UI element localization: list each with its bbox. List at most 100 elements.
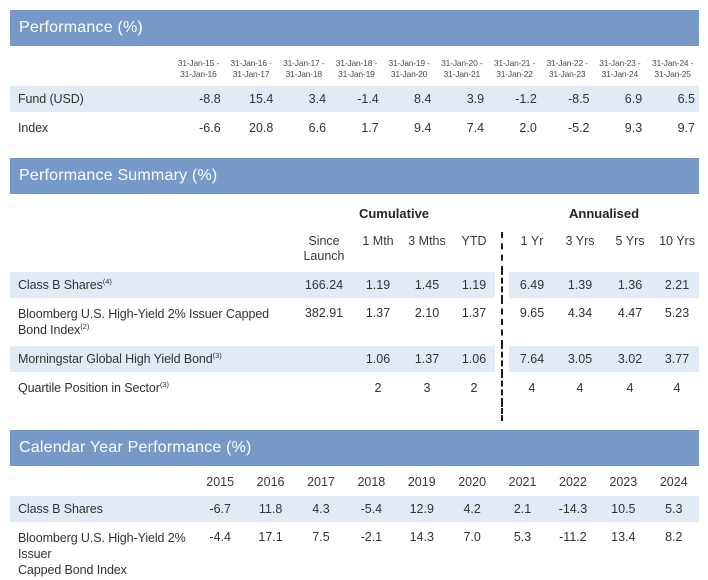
- performance-summary-table: Cumulative Annualised Since Launch 1 Mth …: [10, 194, 700, 421]
- value-cell: 5.23: [664, 306, 690, 320]
- section-title-calendar-year: Calendar Year Performance (%): [10, 430, 699, 466]
- table-row-quartile: Quartile Position in Sector(3) 2 3 2 4 4…: [10, 372, 699, 404]
- footnote-marker: (3): [212, 350, 222, 360]
- value-cell: -2.1: [360, 530, 383, 544]
- value-cell: 7.4: [466, 121, 485, 135]
- value-cell: 17.1: [258, 530, 283, 544]
- dashed-divider: [501, 401, 504, 421]
- column-header: YTD: [461, 234, 487, 248]
- value-cell: 4.3: [295, 496, 347, 522]
- row-label: Quartile Position in Sector(3): [18, 379, 169, 395]
- performance-table: 31-Jan-15 -31-Jan-16 31-Jan-16 -31-Jan-1…: [10, 46, 699, 144]
- value-cell: 1.37: [365, 306, 391, 320]
- value-cell: 3.02: [605, 346, 656, 372]
- value-cell: [293, 375, 355, 401]
- column-header: 31-Jan-24 -31-Jan-25: [651, 58, 694, 79]
- column-header: 1 Mth: [362, 234, 394, 248]
- row-label: Bloomberg U.S. High-Yield 2% Issuer Capp…: [18, 531, 186, 577]
- value-cell: 5.3: [648, 496, 699, 522]
- value-cell: 3: [423, 381, 431, 395]
- table-header-row: 2015 2016 2017 2018 2019 2020 2021 2022 …: [10, 469, 699, 493]
- value-cell: 9.65: [519, 306, 545, 320]
- value-cell: 1.37: [461, 306, 487, 320]
- column-header: 2019: [407, 475, 436, 489]
- value-cell: -14.3: [547, 496, 599, 522]
- value-cell: 7.64: [509, 346, 556, 372]
- value-cell: 6.6: [308, 121, 327, 135]
- divider-cell: [495, 269, 510, 301]
- column-header: 3 Yrs: [565, 234, 595, 248]
- row-label: Bloomberg U.S. High-Yield 2% Issuer Capp…: [18, 307, 270, 337]
- dashed-divider: [501, 269, 504, 301]
- divider-cell: [495, 343, 510, 375]
- empty-corner-cell: [10, 469, 195, 493]
- column-header: 31-Jan-23 -31-Jan-24: [599, 58, 641, 79]
- value-cell: 3.77: [655, 346, 700, 372]
- value-cell: 1.06: [355, 346, 401, 372]
- value-cell: -8.5: [540, 86, 594, 112]
- column-header: 2015: [206, 475, 235, 489]
- divider-cell: [495, 372, 509, 404]
- value-cell: 3.05: [555, 346, 606, 372]
- column-header-since-launch: Since Launch: [303, 234, 345, 263]
- value-cell: 4: [673, 381, 681, 395]
- value-cell: 5.3: [513, 530, 532, 544]
- row-label: Class B Shares: [10, 496, 195, 522]
- column-header: 31-Jan-16 -31-Jan-17: [230, 58, 272, 79]
- value-cell: 6.49: [509, 272, 556, 298]
- empty-cell: [10, 226, 293, 269]
- value-cell: 1.7: [361, 121, 379, 135]
- value-cell: 8.4: [382, 86, 436, 112]
- calendar-year-table: 2015 2016 2017 2018 2019 2020 2021 2022 …: [10, 466, 699, 580]
- value-cell: 2.10: [414, 306, 440, 320]
- table-row-bloomberg-index: Bloomberg U.S. High-Yield 2% Issuer Capp…: [10, 298, 699, 346]
- dashed-divider: [501, 343, 504, 375]
- value-cell: 13.4: [611, 530, 636, 544]
- value-cell: -1.2: [488, 86, 541, 112]
- value-cell: 166.24: [293, 272, 355, 298]
- value-cell: 20.8: [249, 121, 274, 135]
- value-cell: 8.2: [665, 530, 683, 544]
- table-row-bloomberg-index: Bloomberg U.S. High-Yield 2% Issuer Capp…: [10, 525, 699, 580]
- column-header: 2021: [508, 475, 537, 489]
- table-row-class-b-shares: Class B Shares -6.7 11.8 4.3 -5.4 12.9 4…: [10, 496, 699, 522]
- table-header-row: 31-Jan-15 -31-Jan-16 31-Jan-16 -31-Jan-1…: [10, 49, 699, 83]
- column-header: 5 Yrs: [615, 234, 645, 248]
- section-title-performance-summary: Performance Summary (%): [10, 158, 699, 194]
- group-header-row: Cumulative Annualised: [10, 197, 699, 223]
- value-cell: -5.2: [567, 121, 590, 135]
- footnote-marker: (4): [102, 276, 112, 286]
- divider-cell: [495, 298, 509, 346]
- column-header: 10 Yrs: [659, 234, 695, 248]
- group-header-annualised: Annualised: [568, 206, 640, 221]
- value-cell: 1.19: [453, 272, 496, 298]
- value-cell: -1.4: [330, 86, 383, 112]
- divider-tail-row: [10, 401, 699, 421]
- row-label: Fund (USD): [10, 86, 172, 112]
- value-cell: 7.5: [312, 530, 330, 544]
- value-cell: 4.2: [446, 496, 498, 522]
- value-cell: -6.7: [195, 496, 246, 522]
- value-cell: 7.0: [463, 530, 481, 544]
- value-cell: 4: [576, 381, 584, 395]
- table-row-fund: Fund (USD) -8.8 15.4 3.4 -1.4 8.4 3.9 -1…: [10, 86, 699, 112]
- footnote-marker: (2): [80, 321, 90, 331]
- table-row-index: Index -6.6 20.8 6.6 1.7 9.4 7.4 2.0 -5.2…: [10, 115, 699, 141]
- footnote-marker: (3): [159, 379, 169, 389]
- column-header: 2023: [609, 475, 638, 489]
- value-cell: 2: [470, 381, 478, 395]
- value-cell: -5.4: [346, 496, 397, 522]
- column-header: 31-Jan-15 -31-Jan-16: [177, 58, 219, 79]
- value-cell: 4: [528, 381, 536, 395]
- value-cell: 3.4: [277, 86, 331, 112]
- group-header-cumulative: Cumulative: [358, 206, 430, 221]
- column-header: 31-Jan-21 -31-Jan-22: [493, 58, 536, 79]
- value-cell: 1.39: [555, 272, 606, 298]
- column-header: 2024: [659, 475, 688, 489]
- column-header: 2018: [357, 475, 386, 489]
- value-cell: 11.8: [245, 496, 296, 522]
- row-label: Index: [18, 121, 49, 135]
- column-header: 31-Jan-18 -31-Jan-19: [335, 58, 378, 79]
- column-header: 2017: [307, 475, 335, 489]
- value-cell: 2: [374, 381, 382, 395]
